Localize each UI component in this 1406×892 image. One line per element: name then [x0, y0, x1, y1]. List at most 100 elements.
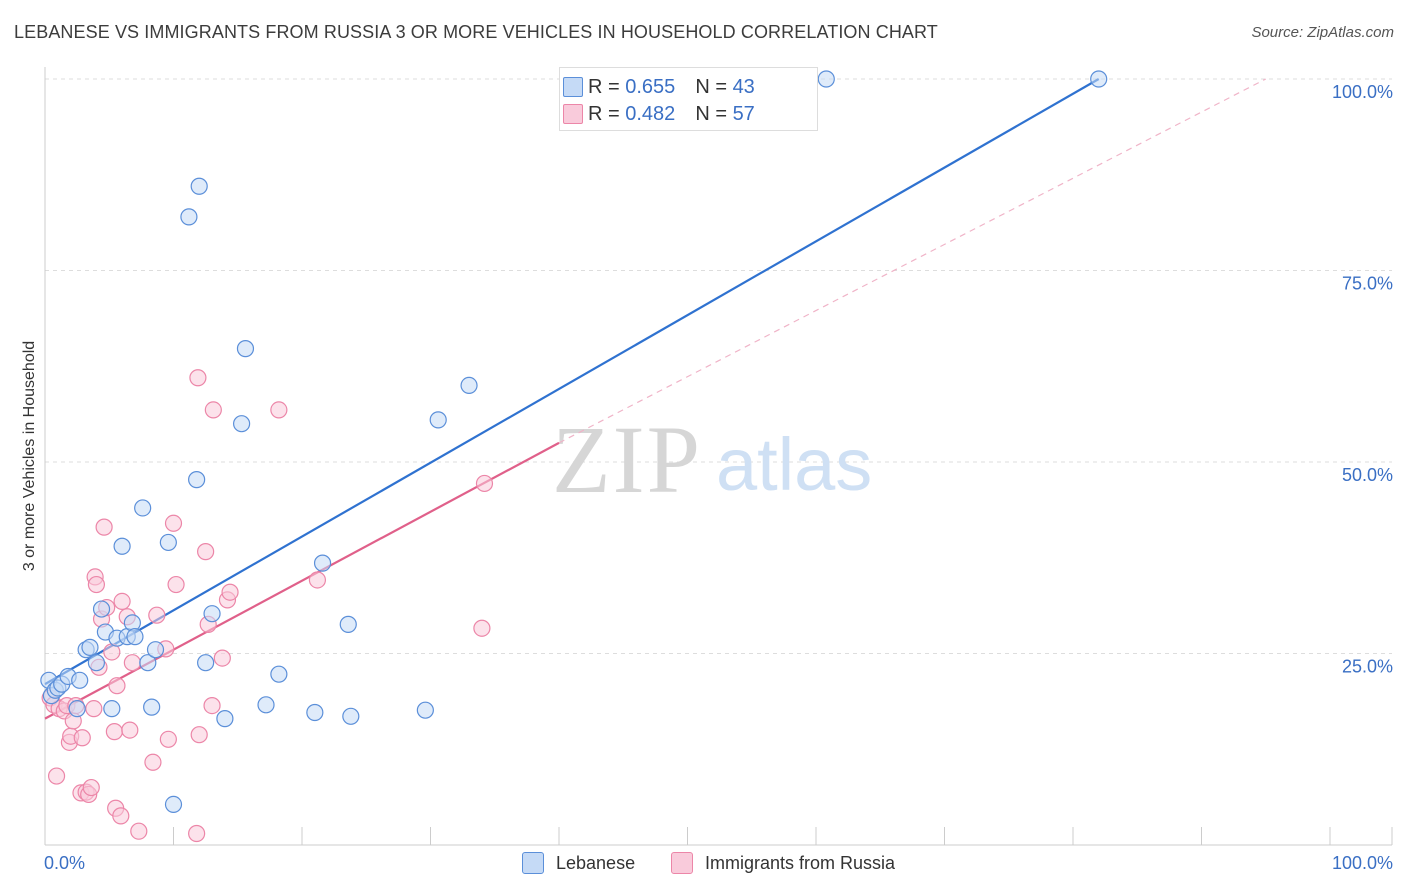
- trend-line-lebanese: [44, 78, 1100, 686]
- data-point-lebanese: [188, 471, 206, 489]
- legend-n-label: N =: [695, 75, 727, 98]
- data-point-russia: [204, 401, 222, 419]
- legend-n-value: 57: [732, 102, 755, 125]
- trend-line-russia: [44, 441, 560, 720]
- legend-swatch-russia: [671, 852, 693, 874]
- legend-n-label: N =: [695, 102, 727, 125]
- data-point-russia: [123, 654, 141, 672]
- data-point-lebanese: [113, 537, 131, 555]
- data-point-russia: [87, 575, 106, 594]
- legend-r-value: 0.482: [625, 102, 676, 125]
- chart-title: LEBANESE VS IMMIGRANTS FROM RUSSIA 3 OR …: [14, 22, 938, 42]
- data-point-lebanese: [134, 499, 152, 517]
- legend-n-value: 43: [732, 75, 755, 98]
- data-point-russia: [270, 401, 288, 419]
- data-point-russia: [473, 619, 491, 637]
- legend-label-lebanese: Lebanese: [556, 852, 636, 873]
- data-point-russia: [308, 571, 327, 589]
- data-point-russia: [105, 723, 123, 741]
- y-tick-label: 25.0%: [1342, 657, 1393, 677]
- data-point-lebanese: [139, 654, 157, 672]
- legend-swatch-russia: [563, 104, 583, 124]
- grid-lines: [45, 78, 1392, 654]
- legend-row-russia: R = 0.482 N = 57: [563, 102, 755, 126]
- data-point-lebanese: [216, 710, 234, 728]
- data-point-russia: [188, 824, 206, 843]
- axes: [44, 67, 1393, 846]
- data-point-lebanese: [306, 703, 324, 722]
- trend-lines: [44, 78, 1267, 720]
- data-point-russia: [144, 753, 162, 771]
- data-point-lebanese: [87, 654, 106, 672]
- data-point-russia: [148, 606, 166, 624]
- data-point-lebanese: [190, 177, 208, 195]
- trend-line-russia-extension: [558, 78, 1267, 444]
- data-point-lebanese: [416, 701, 434, 719]
- source-label: Source: ZipAtlas.com: [1251, 24, 1394, 41]
- watermark-zip: ZIP: [552, 406, 702, 513]
- y-tick-label: 75.0%: [1342, 274, 1393, 294]
- data-point-lebanese: [164, 795, 183, 814]
- data-point-lebanese: [126, 628, 144, 646]
- legend-label-russia: Immigrants from Russia: [705, 852, 896, 873]
- data-point-lebanese: [197, 654, 215, 672]
- data-point-russia: [189, 369, 207, 387]
- correlation-legend: R = 0.655 N = 43 R = 0.482 N = 57: [559, 67, 818, 131]
- data-point-lebanese: [233, 415, 251, 433]
- data-point-russia: [130, 822, 148, 840]
- data-point-russia: [475, 474, 494, 493]
- data-point-lebanese: [460, 376, 478, 394]
- data-point-russia: [113, 592, 131, 611]
- legend-r-label: R =: [588, 102, 620, 125]
- y-tick-label: 50.0%: [1342, 465, 1393, 485]
- data-point-lebanese: [342, 707, 360, 725]
- data-point-lebanese: [180, 208, 198, 226]
- data-point-lebanese: [339, 615, 357, 633]
- legend-item-lebanese: Lebanese: [522, 852, 635, 874]
- data-point-russia: [82, 778, 100, 797]
- legend-row-lebanese: R = 0.655 N = 43: [563, 75, 755, 99]
- data-point-lebanese: [92, 600, 111, 618]
- data-point-lebanese: [146, 641, 165, 659]
- data-point-russia: [73, 729, 91, 747]
- data-point-lebanese: [143, 698, 161, 716]
- watermark-atlas: atlas: [716, 423, 872, 506]
- data-point-russia: [47, 767, 66, 785]
- data-point-lebanese: [81, 638, 99, 656]
- legend-item-russia: Immigrants from Russia: [671, 852, 895, 874]
- legend-swatch-lebanese: [563, 77, 583, 97]
- legend-r-value: 0.655: [625, 75, 676, 98]
- y-tick-label: 100.0%: [1332, 82, 1393, 102]
- legend-swatch-lebanese: [522, 852, 544, 874]
- data-point-lebanese: [429, 411, 447, 429]
- legend-r-label: R =: [588, 75, 620, 98]
- data-point-russia: [121, 721, 139, 739]
- data-point-russia: [95, 518, 113, 536]
- tick-labels: 25.0% 50.0% 75.0% 100.0% 0.0% 100.0%: [44, 82, 1393, 873]
- data-point-lebanese: [103, 700, 121, 718]
- data-point-russia: [108, 677, 126, 695]
- data-point-russia: [213, 649, 231, 667]
- data-point-lebanese: [68, 700, 86, 718]
- data-point-russia: [190, 726, 208, 744]
- data-point-lebanese: [270, 665, 288, 683]
- data-point-russia: [197, 543, 215, 561]
- data-point-lebanese: [257, 696, 275, 714]
- data-point-russia: [85, 700, 103, 718]
- data-point-lebanese: [236, 340, 255, 358]
- data-points: [40, 70, 1108, 843]
- data-point-russia: [164, 514, 183, 532]
- data-point-lebanese: [159, 533, 177, 552]
- data-point-lebanese: [313, 554, 332, 572]
- watermark: ZIP atlas: [552, 406, 872, 513]
- data-point-lebanese: [1090, 70, 1108, 88]
- data-point-russia: [159, 730, 177, 748]
- data-point-russia: [167, 575, 185, 594]
- data-point-lebanese: [71, 671, 89, 689]
- data-point-russia: [221, 583, 239, 601]
- data-point-russia: [112, 807, 130, 825]
- x-tick-label: 100.0%: [1332, 853, 1393, 873]
- data-point-lebanese: [203, 605, 221, 623]
- data-point-lebanese: [817, 70, 835, 88]
